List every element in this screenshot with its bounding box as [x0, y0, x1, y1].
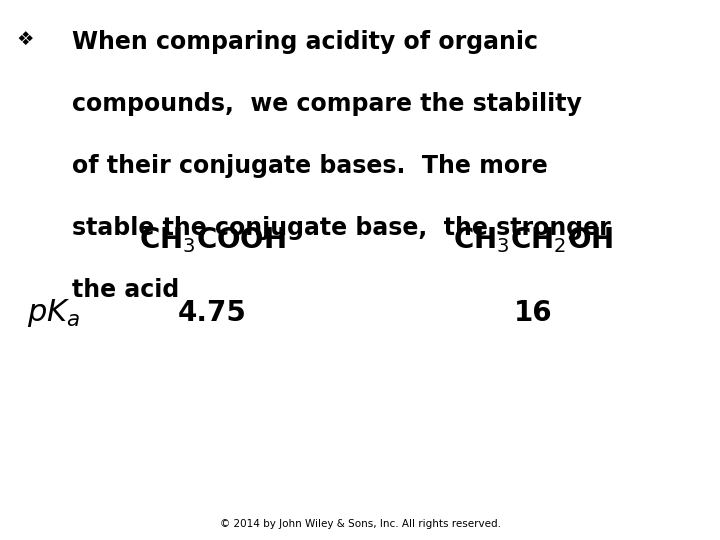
- Text: 4.75: 4.75: [178, 299, 247, 327]
- Text: the acid: the acid: [72, 278, 179, 302]
- Text: compounds,  we compare the stability: compounds, we compare the stability: [72, 92, 582, 116]
- Text: ❖: ❖: [17, 30, 34, 49]
- Text: 16: 16: [513, 299, 552, 327]
- Text: $pK_a$: $pK_a$: [27, 297, 81, 329]
- Text: CH$_3$COOH: CH$_3$COOH: [139, 225, 286, 255]
- Text: © 2014 by John Wiley & Sons, Inc. All rights reserved.: © 2014 by John Wiley & Sons, Inc. All ri…: [220, 519, 500, 529]
- Text: When comparing acidity of organic: When comparing acidity of organic: [72, 30, 538, 53]
- Text: CH$_3$CH$_2$OH: CH$_3$CH$_2$OH: [453, 225, 613, 255]
- Text: of their conjugate bases.  The more: of their conjugate bases. The more: [72, 154, 548, 178]
- Text: stable the conjugate base,  the stronger: stable the conjugate base, the stronger: [72, 216, 611, 240]
